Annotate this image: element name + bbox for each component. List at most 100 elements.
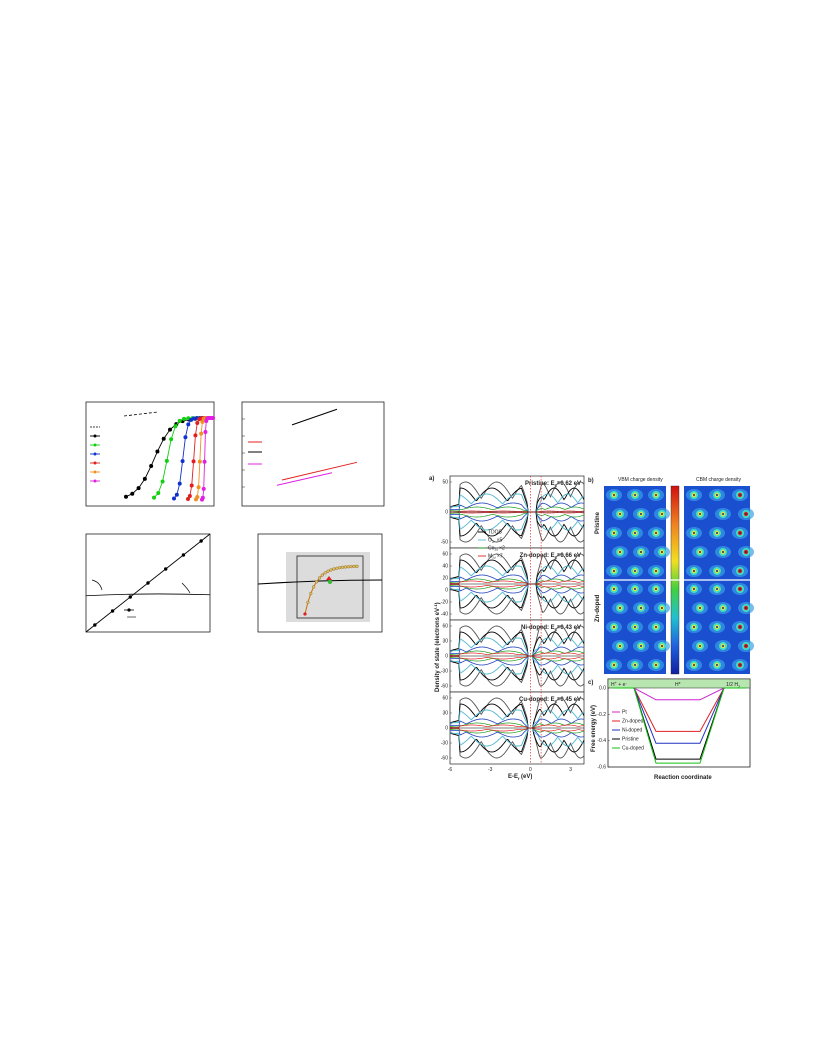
lf-tl-point xyxy=(200,495,205,500)
charge-center xyxy=(640,645,642,647)
lf-br-inset-red-marker xyxy=(326,576,332,580)
charge-center xyxy=(739,570,741,572)
lf-tl-point xyxy=(203,430,208,435)
lf-br-inset-bg xyxy=(286,552,370,622)
charge-center xyxy=(716,664,718,666)
lf-tl-point xyxy=(199,431,204,436)
lf-tl-point xyxy=(196,485,201,490)
lf-bl-point xyxy=(164,567,168,571)
energy-plot: 0.0 -0.2 -0.4 -0.6 Pt Zn-doped Ni-doped Pristin… xyxy=(597,686,746,771)
dos-subpanel-title: Pristine: Eg=0.62 eV xyxy=(525,481,581,488)
dos-subpanel-title: Cu-doped: Eg=0.45 eV xyxy=(519,697,581,704)
charge-center xyxy=(655,664,657,666)
lf-br-inset-point xyxy=(312,585,316,589)
lf-br-inset-point xyxy=(309,591,313,596)
dos-curve xyxy=(449,655,585,660)
dos-curve xyxy=(449,487,585,513)
lf-bl-axes xyxy=(85,533,211,633)
state-left-label: H+ + e- xyxy=(611,680,627,688)
lf-br-inset-point xyxy=(355,564,359,568)
dos-curve xyxy=(449,724,585,729)
charge-center xyxy=(661,551,663,553)
lf-bl-legend-marker xyxy=(127,608,131,612)
charge-center xyxy=(634,664,636,666)
lf-br-inset-point xyxy=(306,600,310,604)
lf-bl-arrow-left xyxy=(91,579,103,591)
dos-curve xyxy=(450,574,585,585)
lf-tl-axes xyxy=(85,401,215,507)
dos-ytick-label: 40 xyxy=(442,564,448,570)
lf-bl-point xyxy=(110,609,115,613)
energy-axes xyxy=(607,678,751,768)
lf-tl-point xyxy=(173,424,178,429)
lf-tl-legend-marker xyxy=(93,434,97,438)
lf-bl-point xyxy=(146,581,150,585)
charge-center xyxy=(640,607,642,609)
dos-ytick-label: -30 xyxy=(441,741,448,747)
dos-xtick-label: -3 xyxy=(488,767,493,773)
lf-tl-dashed-line xyxy=(123,411,159,417)
dos-curve xyxy=(450,511,585,522)
lf-br-axes xyxy=(257,533,383,633)
dos-curve xyxy=(449,481,585,513)
dos-curve xyxy=(449,650,585,657)
charge-center xyxy=(745,645,747,647)
energy-ytick-label: -0.6 xyxy=(597,765,606,771)
dos-curve xyxy=(449,625,585,657)
charge-center xyxy=(699,645,701,647)
charge-center xyxy=(699,551,701,553)
lf-tl-point xyxy=(195,494,200,499)
lf-tl-point xyxy=(186,497,190,502)
dos-curve xyxy=(450,583,585,594)
lf-tl-point xyxy=(177,481,182,486)
lf-tl-point xyxy=(155,449,160,454)
dos-curve xyxy=(449,697,585,729)
dos-curve xyxy=(449,655,585,687)
lf-tr-plot xyxy=(242,408,358,488)
dos-ytick-label: 60 xyxy=(442,552,448,558)
lf-br-inset-point xyxy=(326,569,330,573)
lf-tl-point xyxy=(197,459,202,464)
lf-br-inset-point xyxy=(335,566,339,570)
lf-tl-point xyxy=(161,436,166,441)
state-mid-label: H* xyxy=(675,682,681,688)
dos-curve xyxy=(450,502,585,513)
charge-center xyxy=(739,626,741,628)
lf-tl-point xyxy=(193,433,198,438)
lf-tr-axes xyxy=(241,401,385,507)
lf-tl-point xyxy=(191,459,196,464)
dos-xtick-label: -6 xyxy=(448,767,453,773)
dos-curve xyxy=(449,578,585,585)
lf-tl-point xyxy=(149,463,154,468)
lf-tl-legend-marker xyxy=(93,443,97,447)
charge-center xyxy=(716,494,718,496)
lf-tr-series-0 xyxy=(291,408,338,426)
lf-tr-series-2 xyxy=(276,472,333,486)
charge-center xyxy=(619,607,621,609)
dos-ytick-label: 0 xyxy=(445,588,448,594)
charge-density-maps xyxy=(604,485,754,675)
lf-br-inset-point xyxy=(340,565,345,569)
dos-subpanel-title: Ni-doped: Eg=0.43 eV xyxy=(521,625,581,632)
charge-center xyxy=(613,494,615,496)
panel-a-label: a) xyxy=(429,476,434,482)
lf-tl-point xyxy=(169,437,174,442)
lf-tl-point xyxy=(180,459,185,464)
lf-br-inset-point xyxy=(343,565,348,569)
charge-center xyxy=(716,588,718,590)
lf-tl-point xyxy=(202,459,207,464)
charge-center xyxy=(739,532,741,534)
lf-tl-legend-marker xyxy=(93,470,97,474)
dos-ytick-label: -60 xyxy=(441,756,448,762)
charge-center xyxy=(613,626,615,628)
panel-b-label: b) xyxy=(588,478,594,484)
energy-ytick-label: 0.0 xyxy=(599,686,606,692)
lf-bl-point xyxy=(199,539,203,543)
dos-curve xyxy=(449,511,585,518)
lf-br-inset-green-marker xyxy=(328,580,332,584)
dos-ytick-label: 30 xyxy=(442,711,448,717)
lf-tl-point xyxy=(124,494,128,499)
dos-curve xyxy=(449,703,585,729)
energy-legend-label: Pt xyxy=(622,710,627,716)
dos-curve xyxy=(450,727,585,738)
